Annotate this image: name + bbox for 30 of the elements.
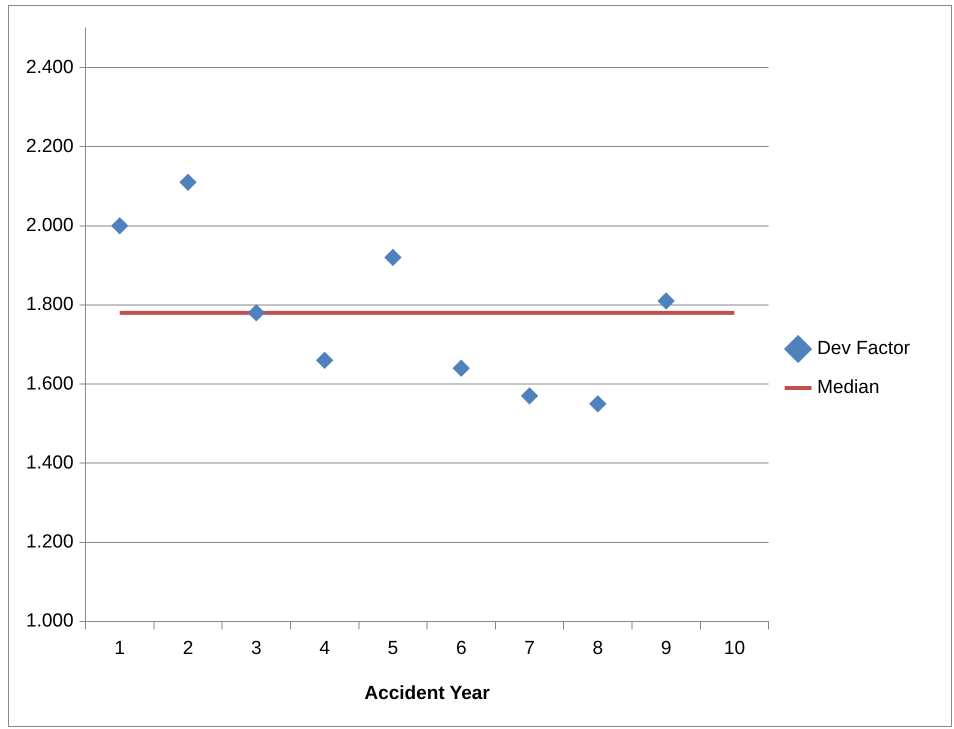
x-tick-label: 3 [251, 638, 262, 660]
point [589, 395, 606, 412]
x-tick-label: 8 [592, 638, 604, 660]
x-tick-label: 6 [456, 638, 467, 660]
x-tick-label: 9 [660, 638, 672, 660]
y-tick-label: 2.400 [26, 56, 74, 78]
x-tick-label: 7 [524, 638, 535, 660]
point [452, 360, 470, 377]
y-tick-label: 1.600 [26, 373, 74, 394]
y-tick-label: 1.000 [26, 610, 74, 632]
y-tick-label: 2.000 [26, 215, 74, 236]
x-axis-title: Accident Year [364, 682, 490, 704]
point [658, 292, 675, 310]
point [316, 352, 334, 369]
y-tick-label: 1.200 [26, 532, 74, 553]
y-tick-label: 1.800 [26, 294, 74, 316]
point [111, 217, 128, 234]
x-tick-label: 2 [182, 638, 194, 660]
legend-label: Median [817, 377, 880, 398]
point [180, 174, 197, 191]
x-tick-label: 4 [319, 638, 330, 660]
x-tick-label: 5 [388, 638, 398, 660]
x-tick-label: 1 [114, 638, 125, 660]
y-tick-label: 2.200 [26, 136, 74, 157]
legend-label: Dev Factor [817, 338, 911, 360]
y-tick-label: 1.400 [26, 452, 74, 474]
point [248, 304, 265, 322]
point [521, 387, 538, 404]
point [384, 248, 402, 266]
x-tick-label: 10 [724, 638, 746, 660]
